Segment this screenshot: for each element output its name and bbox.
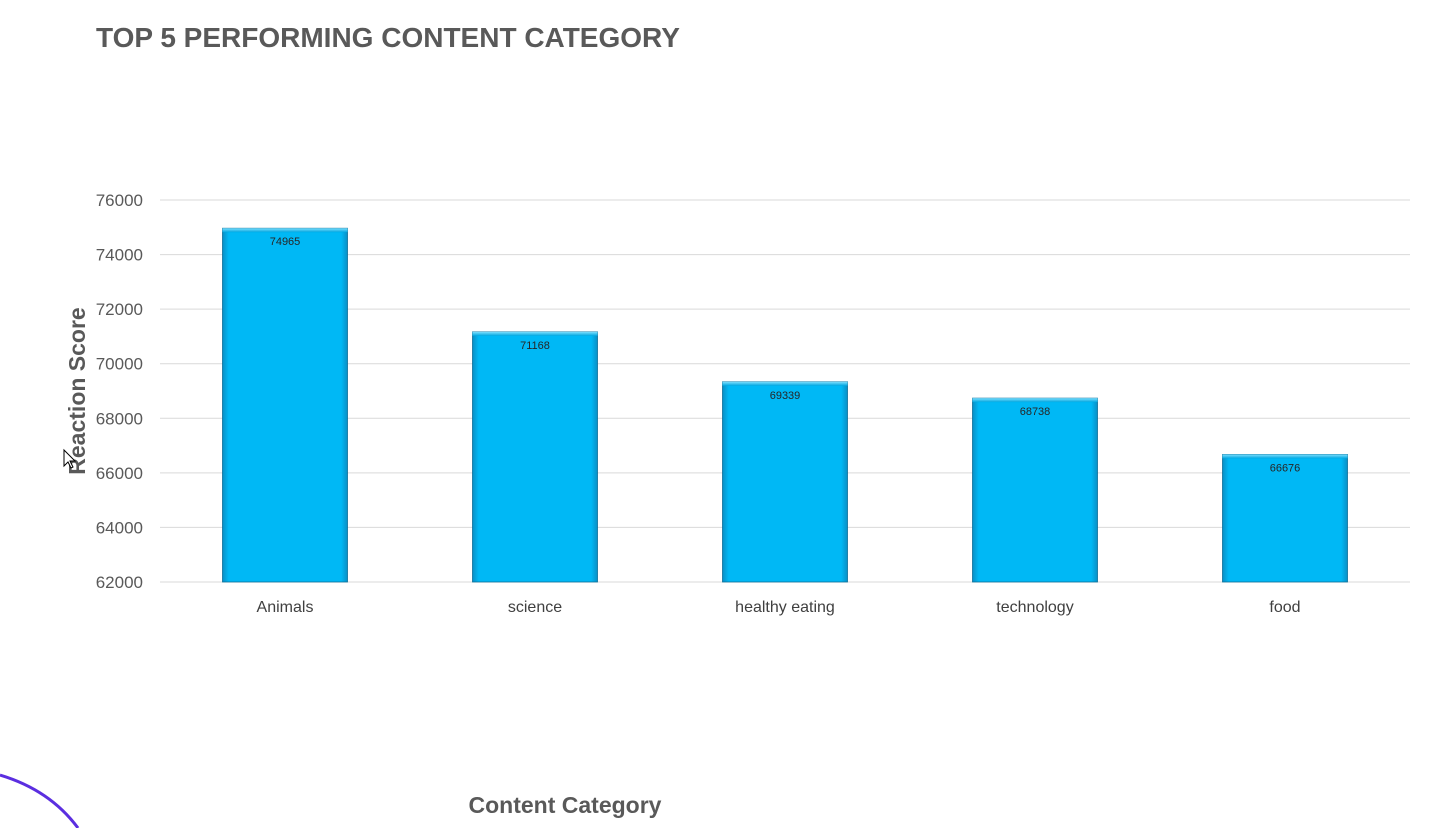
bar-highlight: [722, 381, 848, 386]
decorative-arc-icon: [0, 773, 80, 828]
bars: [222, 227, 1348, 583]
data-label: 74965: [270, 236, 301, 248]
bar-highlight: [1222, 454, 1348, 459]
bar-highlight: [222, 228, 348, 233]
data-label: 68738: [1020, 406, 1051, 418]
bar-technology: [972, 397, 1098, 583]
x-axis-categories: Animals science healthy eating technology fo…: [257, 599, 1301, 616]
chart-title: TOP 5 PERFORMING CONTENT CATEGORY: [96, 22, 680, 53]
bar-food: [1222, 454, 1348, 583]
y-axis-ticks: 62000 64000 66000 68000 70000 72000 74000 76000: [96, 191, 143, 592]
y-tick-label: 76000: [96, 191, 143, 210]
bar-animals: [222, 227, 348, 583]
y-tick-label: 62000: [96, 573, 143, 592]
y-tick-label: 72000: [96, 300, 143, 319]
bar-healthy-eating: [722, 381, 848, 583]
x-category-label: technology: [996, 599, 1073, 616]
y-tick-label: 74000: [96, 246, 143, 265]
y-tick-label: 64000: [96, 518, 143, 537]
y-tick-label: 66000: [96, 464, 143, 483]
data-label: 71168: [520, 340, 550, 352]
y-tick-label: 68000: [96, 409, 143, 428]
x-axis-title: Content Category: [469, 792, 662, 818]
data-labels: 74965 71168 69339 68738 66676: [270, 236, 1301, 474]
y-tick-label: 70000: [96, 355, 143, 374]
x-category-label: Animals: [257, 599, 314, 616]
bar-highlight: [472, 331, 598, 336]
mouse-cursor-icon: [63, 448, 77, 469]
bar-science: [472, 331, 598, 583]
x-category-label: healthy eating: [735, 599, 835, 616]
x-category-label: science: [508, 599, 562, 616]
y-axis-title: Reaction Score: [64, 307, 90, 474]
x-category-label: food: [1269, 599, 1300, 616]
bar-highlight: [972, 398, 1098, 403]
data-label: 69339: [770, 390, 801, 402]
data-label: 66676: [1270, 462, 1301, 474]
